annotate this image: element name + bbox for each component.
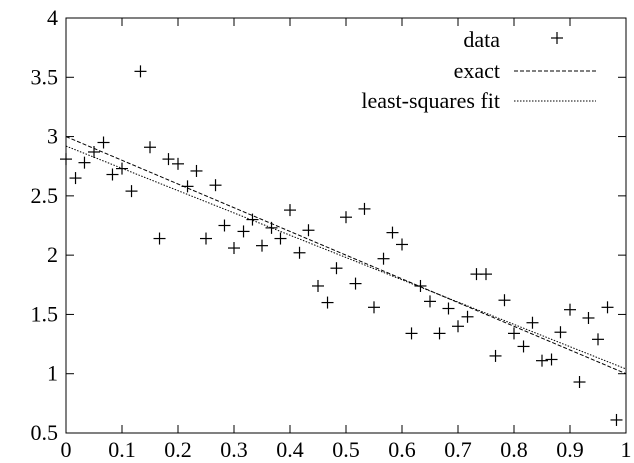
legend-marker-data	[551, 32, 563, 44]
data-point	[256, 239, 268, 252]
data-point	[442, 302, 455, 315]
data-point	[200, 232, 212, 245]
series-line-least-squares-fit	[65, 145, 627, 370]
data-point	[554, 326, 567, 339]
x-tick-label: 0.1	[108, 437, 136, 462]
legend: data exact least-squares fit	[361, 27, 596, 113]
data-point	[321, 296, 334, 309]
data-point	[498, 294, 511, 307]
legend-label: exact	[454, 58, 500, 83]
data-point	[69, 172, 82, 185]
y-tick-label: 3	[47, 124, 58, 149]
data-point	[564, 303, 576, 316]
data-point	[545, 353, 558, 366]
data-point	[312, 279, 324, 292]
data-point	[340, 211, 352, 224]
data-point	[396, 238, 408, 251]
x-tick-label: 0.3	[220, 437, 248, 462]
data-point	[134, 65, 147, 78]
data-point	[349, 277, 362, 290]
data-point	[358, 202, 371, 215]
y-tick-label: 1.5	[31, 301, 59, 326]
x-tick-label: 0.6	[388, 437, 416, 462]
data-point	[573, 376, 586, 389]
data-point	[424, 295, 436, 308]
data-point	[284, 204, 296, 217]
plot-frame	[65, 17, 627, 434]
data-point	[190, 164, 203, 177]
legend-label: data	[463, 27, 500, 52]
data-point	[209, 179, 222, 192]
data-point	[480, 268, 492, 281]
data-point	[218, 219, 231, 232]
data-point	[172, 157, 184, 170]
data-point	[293, 246, 306, 259]
x-tick-label: 0.5	[332, 437, 360, 462]
data-point	[97, 136, 110, 149]
data-point	[582, 311, 595, 324]
series-layer	[60, 65, 627, 426]
data-point	[368, 301, 380, 314]
y-tick-label: 2.5	[31, 183, 59, 208]
x-tick-label: 0.9	[556, 437, 584, 462]
data-point	[162, 153, 175, 166]
data-point	[228, 242, 240, 255]
y-tick-label: 3.5	[31, 64, 59, 89]
data-point	[517, 340, 530, 353]
data-point	[377, 252, 390, 265]
data-point	[88, 145, 100, 158]
legend-label: least-squares fit	[361, 88, 500, 113]
data-point	[330, 262, 343, 275]
x-tick-label: 0.7	[444, 437, 472, 462]
data-point	[414, 279, 427, 292]
series-line-exact	[65, 136, 627, 375]
x-tick-label: 0.4	[276, 437, 304, 462]
data-point	[508, 327, 520, 340]
data-point	[386, 226, 399, 239]
data-point	[536, 354, 548, 367]
data-point	[106, 168, 119, 181]
data-point	[144, 141, 156, 154]
y-tick-label: 0.5	[31, 420, 59, 445]
data-point	[153, 232, 166, 245]
data-point	[433, 327, 446, 340]
axes	[65, 17, 627, 434]
x-tick-label: 1	[621, 437, 632, 462]
x-tick-label: 0.2	[164, 437, 192, 462]
data-point	[60, 153, 72, 166]
data-point	[274, 232, 287, 245]
x-tick-label: 0.8	[500, 437, 528, 462]
data-point	[601, 301, 614, 314]
y-tick-label: 2	[47, 242, 58, 267]
y-tick-label: 1	[47, 361, 58, 386]
data-point	[461, 310, 474, 323]
series-data-points	[60, 65, 623, 426]
y-tick-label: 4	[47, 5, 58, 30]
data-point	[489, 349, 502, 362]
data-point	[452, 320, 464, 333]
data-point	[405, 327, 418, 340]
data-point	[302, 224, 315, 237]
ticks: 0 0.1 0.2 0.3 0.4 0.5 0.6 0.7 0.8 0.9 1 0.5 1 1.5 2 2.5…	[31, 5, 632, 462]
x-tick-label: 0	[61, 437, 72, 462]
data-point	[610, 413, 623, 426]
data-point	[246, 213, 259, 226]
data-point	[526, 316, 539, 329]
data-point	[592, 333, 604, 346]
data-point	[125, 185, 138, 198]
data-point	[78, 156, 91, 169]
data-point	[237, 225, 250, 238]
